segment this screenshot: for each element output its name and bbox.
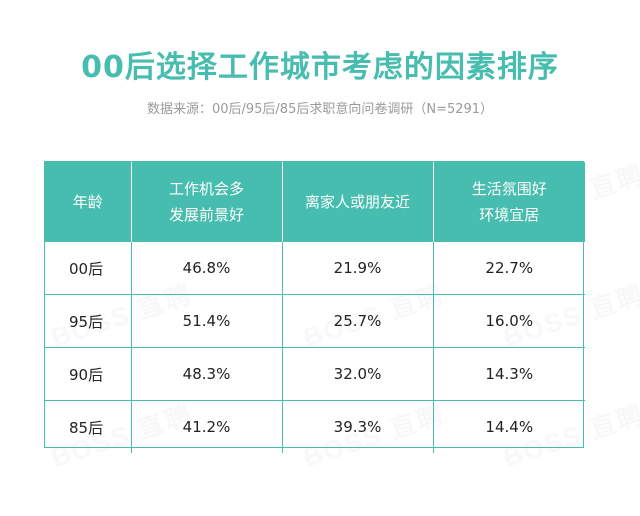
table-body: 00后 46.8% 21.9% 22.7% 95后 51.4% 25.7% 16.0% 90后 4… [45,241,585,453]
cell-living: 22.7% [432,241,585,295]
cell-family: 39.3% [281,400,433,453]
cell-living: 14.4% [432,400,585,453]
chart-title: 00后选择工作城市考虑的因素排序 [81,50,559,85]
column-header-line: 生活氛围好 [471,179,547,198]
cell-career: 51.4% [130,294,282,348]
table-row: 00后 46.8% 21.9% 22.7% [45,241,585,295]
cell-age: 85后 [45,400,131,453]
cell-career: 41.2% [130,400,282,453]
column-header-line: 发展前景好 [168,205,244,224]
chart-subtitle: 数据来源：00后/95后/85后求职意向问卷调研（N=5291） [146,102,494,117]
column-header-family: 离家人或朋友近 [281,162,433,242]
cell-age: 95后 [45,294,131,348]
cell-age: 90后 [45,347,131,401]
table-header-row: 年龄 工作机会多发展前景好 离家人或朋友近 生活氛围好环境宜居 [45,162,585,242]
cell-career: 46.8% [130,241,282,295]
column-header-career: 工作机会多发展前景好 [130,162,282,242]
data-table: 年龄 工作机会多发展前景好 离家人或朋友近 生活氛围好环境宜居 00后 46.8% 21.… [44,161,585,453]
column-header-line: 环境宜居 [479,205,540,224]
column-header-line: 离家人或朋友近 [304,192,410,211]
table-row: 95后 51.4% 25.7% 16.0% [45,294,585,348]
table-row: 90后 48.3% 32.0% 14.3% [45,347,585,401]
table-row: 85后 41.2% 39.3% 14.4% [45,400,585,453]
cell-family: 21.9% [281,241,433,295]
cell-age: 00后 [45,241,131,295]
cell-living: 16.0% [432,294,585,348]
cell-living: 14.3% [432,347,585,401]
cell-career: 48.3% [130,347,282,401]
cell-family: 25.7% [281,294,433,348]
column-header-living: 生活氛围好 环境宜居 [432,162,585,242]
column-header-age: 年龄 [45,162,131,242]
column-header-line: 年龄 [72,192,103,211]
cell-family: 32.0% [281,347,433,401]
column-header-line: 工作机会多 [168,179,244,198]
